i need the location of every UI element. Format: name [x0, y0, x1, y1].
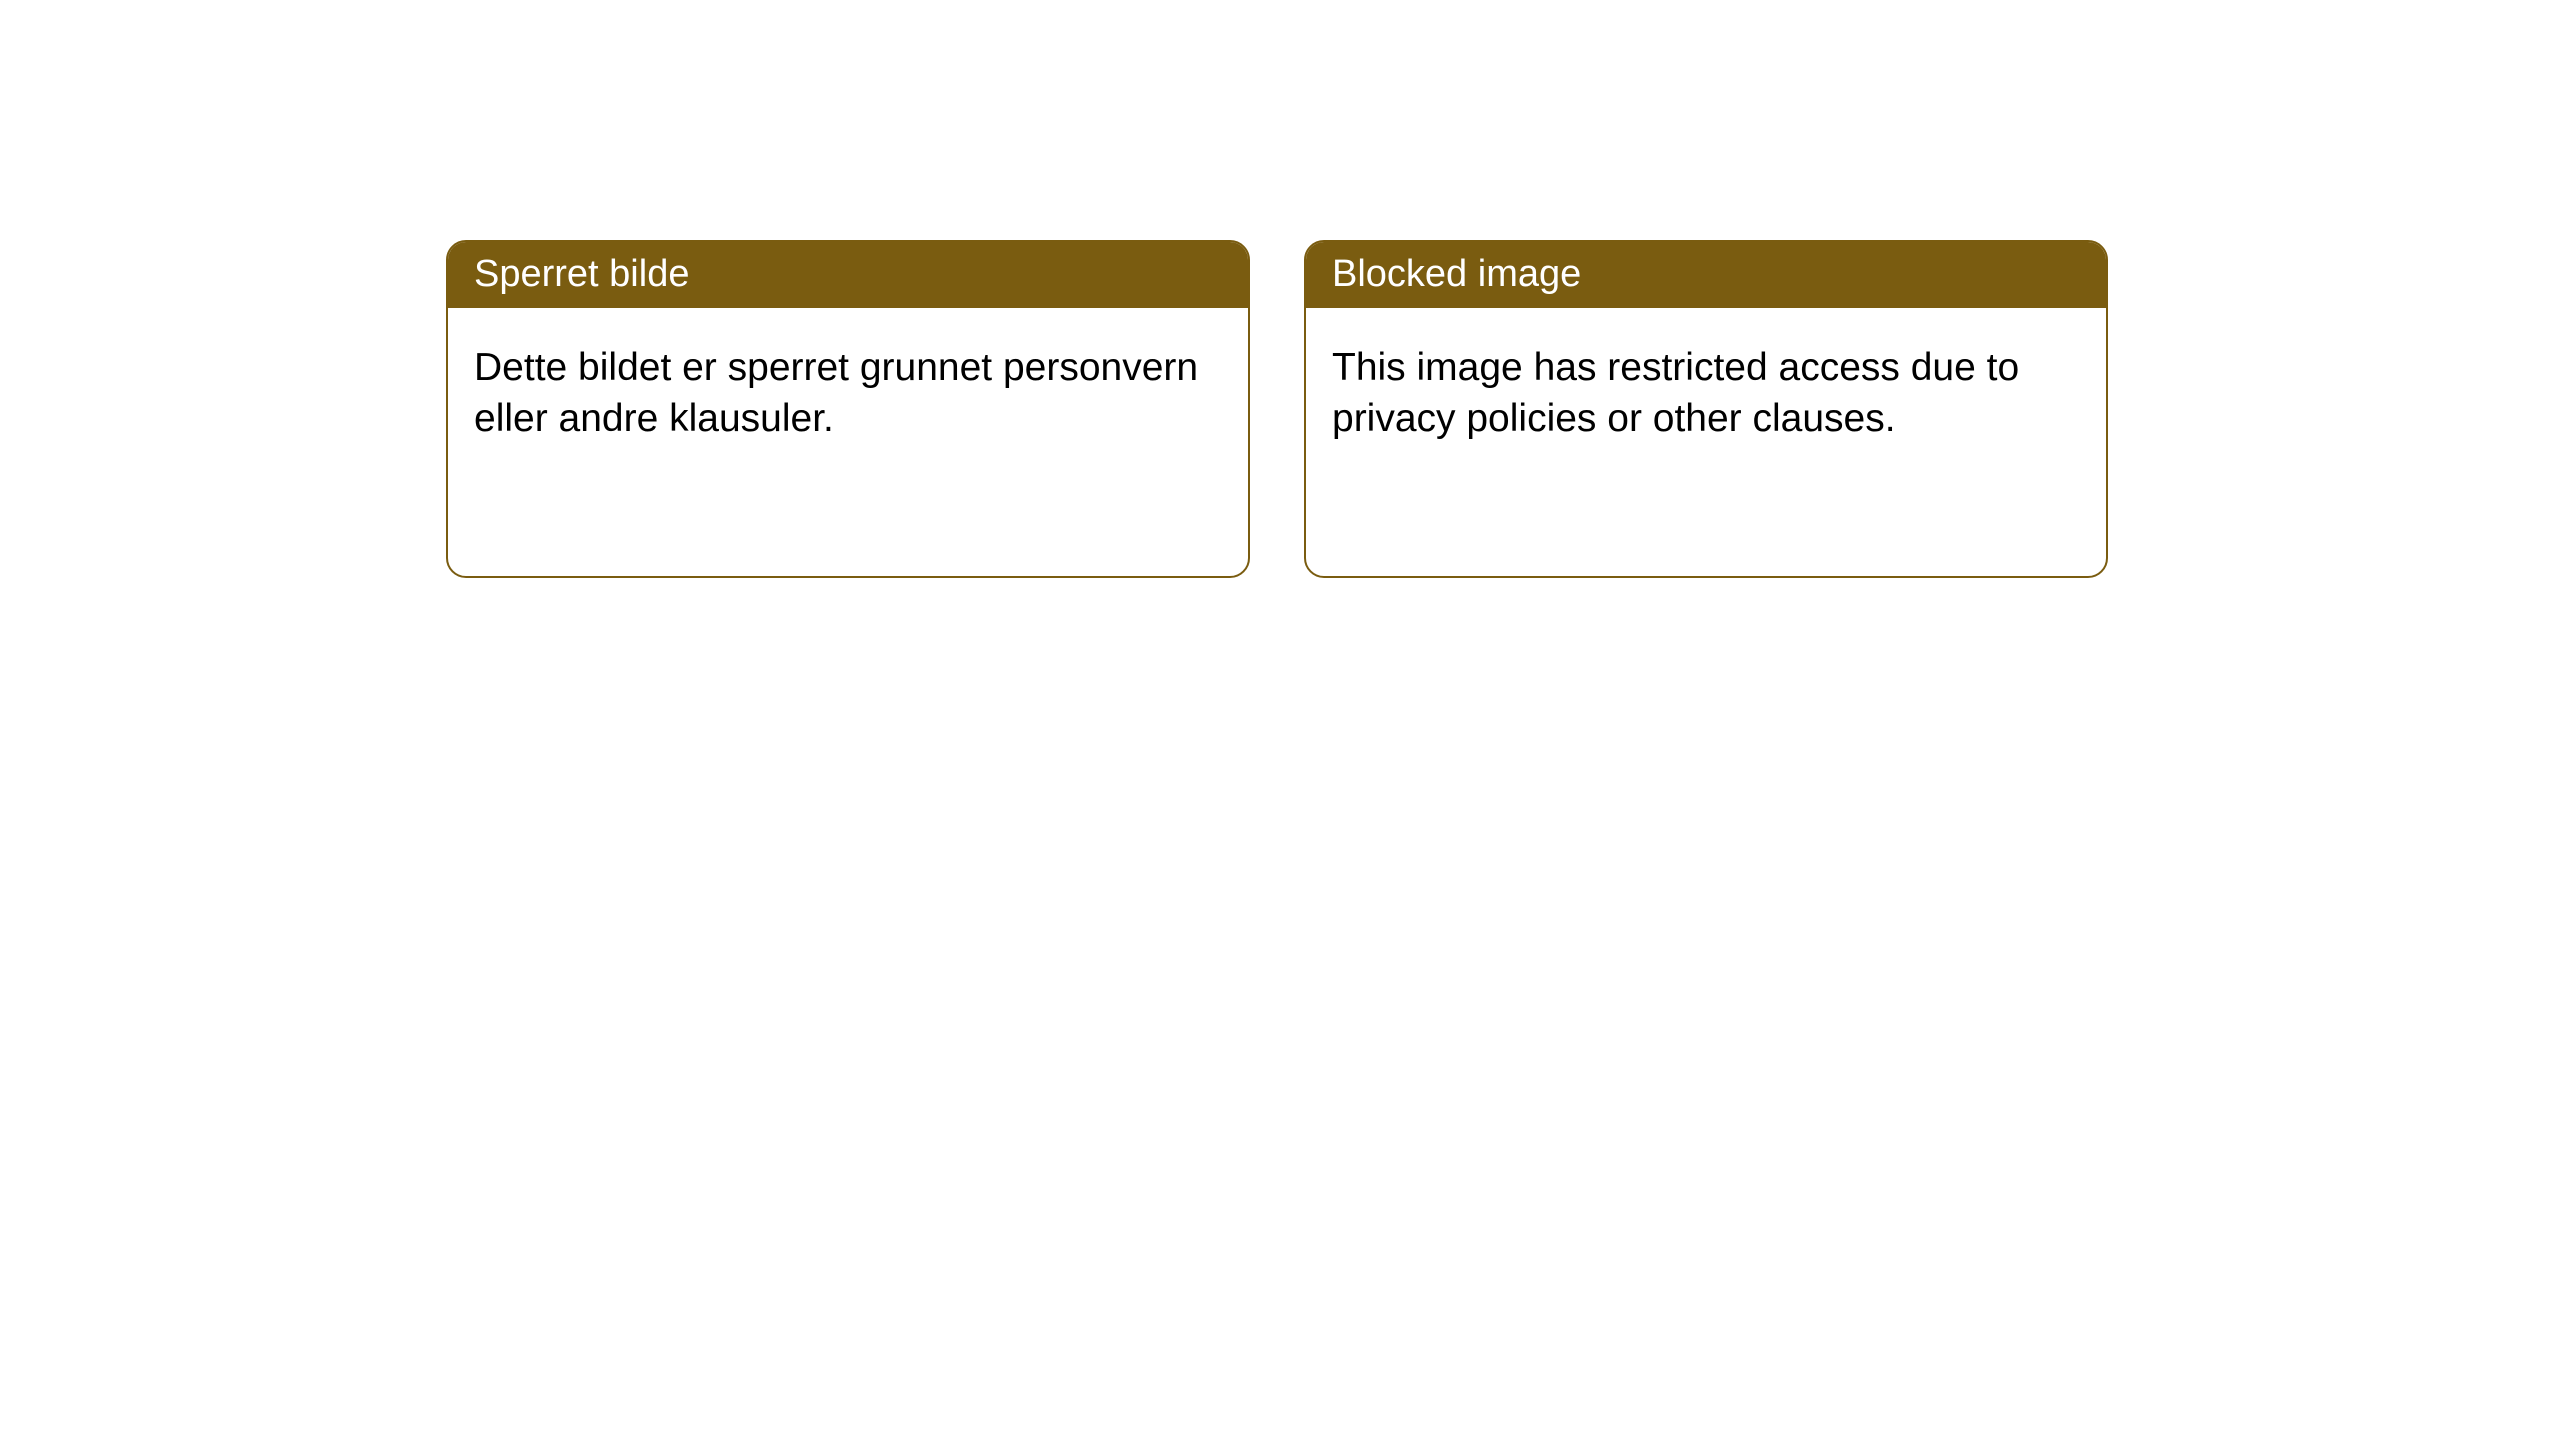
- notice-container: Sperret bilde Dette bildet er sperret gr…: [446, 240, 2108, 578]
- notice-card-body: This image has restricted access due to …: [1306, 308, 2106, 480]
- notice-card-header: Sperret bilde: [448, 242, 1248, 308]
- notice-card-norwegian: Sperret bilde Dette bildet er sperret gr…: [446, 240, 1250, 578]
- notice-title: Blocked image: [1332, 253, 1581, 295]
- notice-card-header: Blocked image: [1306, 242, 2106, 308]
- notice-body-text: Dette bildet er sperret grunnet personve…: [474, 346, 1198, 441]
- notice-card-body: Dette bildet er sperret grunnet personve…: [448, 308, 1248, 480]
- notice-title: Sperret bilde: [474, 253, 689, 295]
- notice-card-english: Blocked image This image has restricted …: [1304, 240, 2108, 578]
- notice-body-text: This image has restricted access due to …: [1332, 346, 2019, 441]
